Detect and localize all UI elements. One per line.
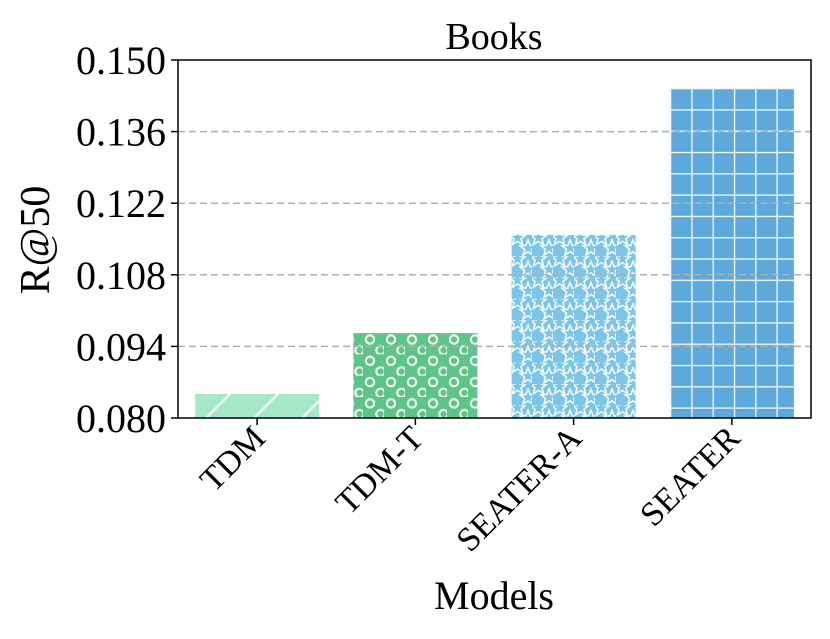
x-tick-label: TDM — [193, 419, 273, 499]
plot-frame — [177, 59, 812, 419]
y-tick-label: 0.080 — [76, 396, 166, 441]
y-tick-label: 0.108 — [76, 253, 166, 298]
y-tick-label: 0.122 — [76, 181, 166, 226]
y-tick-label: 0.094 — [76, 324, 166, 369]
y-axis-label: R@50 — [13, 186, 59, 295]
x-tick-label: SEATER — [633, 419, 748, 534]
bar-seater — [669, 88, 794, 418]
x-tick-label: SEATER-A — [450, 419, 590, 559]
bar-tdm-t — [353, 333, 478, 418]
bar-tdm — [195, 393, 320, 418]
bars — [195, 88, 794, 418]
y-tick-label: 0.150 — [76, 38, 166, 83]
x-axis-label: Models — [434, 573, 554, 618]
x-tick-label: TDM-T — [329, 419, 431, 521]
chart-title: Books — [445, 16, 542, 58]
grid-lines — [178, 130, 811, 348]
y-tick-label: 0.136 — [76, 110, 166, 155]
bar-seater-a — [511, 234, 636, 418]
